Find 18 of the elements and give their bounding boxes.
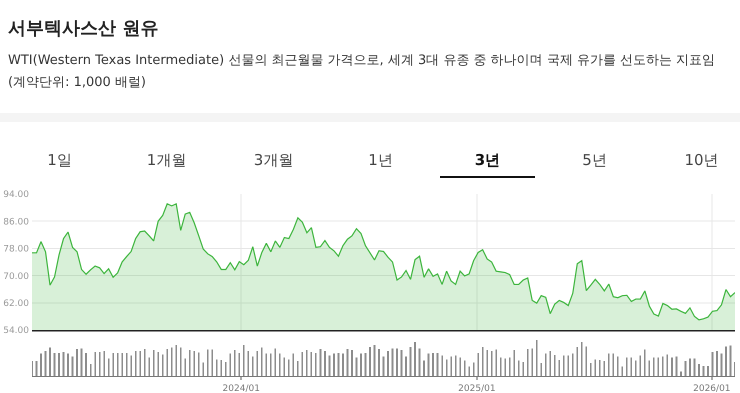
text: 5년: [581, 150, 608, 171]
text: 1일: [46, 150, 73, 171]
y-tick-label: 78.00: [3, 244, 30, 255]
x-tick-label: 2025/01: [458, 384, 496, 393]
y-tick-label: 62.00: [3, 298, 30, 309]
y-tick-label: 70.00: [3, 272, 30, 282]
x-tick-label: 2024/01: [222, 384, 260, 393]
y-tick-label: 54.00: [3, 326, 30, 336]
text: 1개월: [146, 150, 188, 171]
y-tick-label: 94.00: [3, 190, 30, 200]
chart-subtitle: WTI(Western Texas Intermediate) 선물의 최근월물 가격으로, 세계 3대 유종 중 하나이며 국제 유가를 선도하는 지표임 (계약단위: 1,000 배럴): [8, 52, 716, 92]
text: 3년: [440, 146, 535, 178]
y-tick-label: 86.00: [3, 217, 30, 228]
text: 1년: [367, 150, 394, 171]
text: 3개월: [252, 150, 294, 171]
x-tick-label: 2026/01: [693, 384, 731, 393]
text: 10년: [683, 150, 720, 171]
chart-title: 서부텍사스산 원유: [8, 17, 158, 40]
